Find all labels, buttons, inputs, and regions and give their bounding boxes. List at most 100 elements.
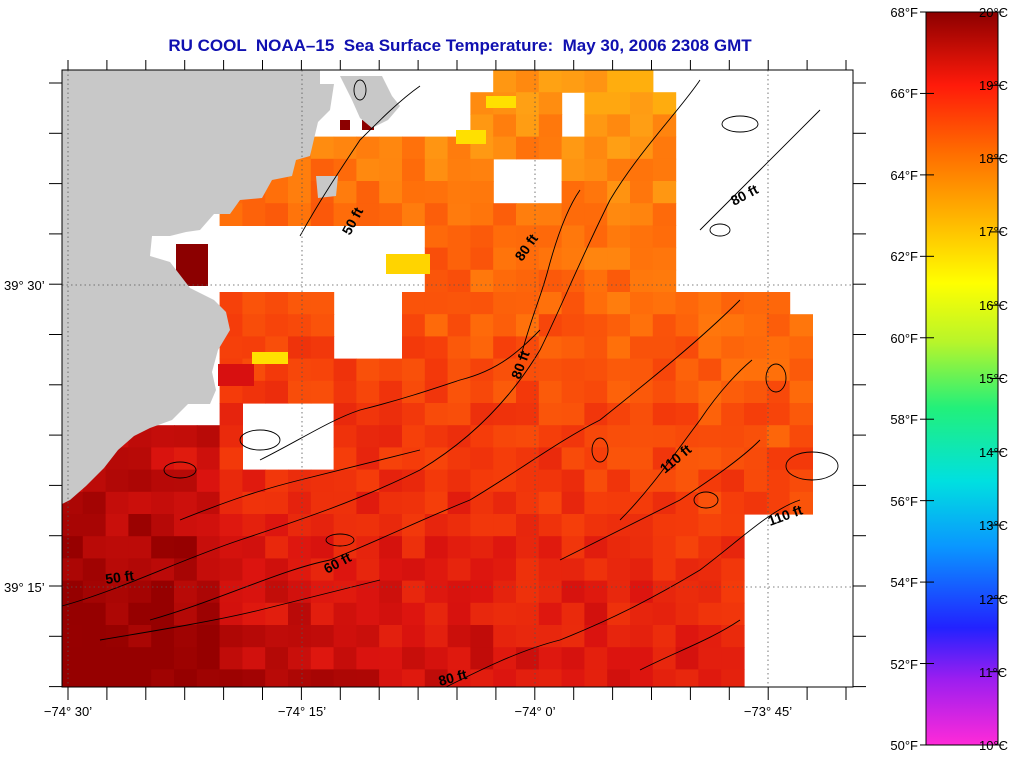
sst-cell [196, 491, 221, 515]
sst-cell [789, 314, 813, 337]
sst-cell [493, 203, 517, 226]
sst-cell [105, 491, 129, 515]
sst-cell [721, 580, 745, 604]
sst-cell [470, 491, 494, 515]
cb-f-label-62: 62°F [890, 249, 918, 264]
sst-cell [356, 491, 380, 515]
cb-c-label-12: 12°C [979, 592, 1008, 607]
sst-cell [82, 580, 107, 604]
sst-cell [584, 314, 608, 337]
cb-f-label-60: 60°F [890, 331, 918, 346]
sst-cell [356, 158, 380, 182]
sst-cell [607, 269, 631, 293]
sst-cell [151, 669, 175, 687]
sst-cell [402, 447, 426, 471]
sst-cell [538, 669, 563, 687]
sst-cell [379, 602, 403, 626]
sst-cell [516, 536, 540, 559]
sst-cell [766, 425, 791, 448]
x-tick-label-2: −74° 15’ [278, 704, 326, 719]
sst-cell [356, 469, 380, 493]
sst-cell [356, 358, 380, 382]
sst-cell [62, 558, 84, 582]
sst-cell [698, 491, 722, 515]
sst-cell [493, 491, 517, 515]
sst-cell [721, 647, 745, 670]
sst-cell [128, 647, 152, 670]
sst-cell [630, 447, 654, 471]
sst-cell [516, 669, 540, 687]
contour-line [699, 109, 821, 231]
sst-cell [447, 514, 471, 537]
sst-cell [174, 558, 198, 582]
sst-cell [151, 580, 175, 604]
sst-cell [516, 580, 540, 604]
sst-cell [82, 625, 107, 648]
sst-cell [789, 447, 813, 471]
sst-cell [424, 247, 449, 271]
sst-cell [516, 70, 540, 93]
sst-cell [174, 580, 198, 604]
sst-cell [607, 625, 631, 648]
sst-cell [424, 447, 449, 471]
sst-cell [493, 114, 517, 138]
sst-cell [516, 380, 540, 404]
sst-cell [584, 514, 608, 537]
sst-cell [607, 491, 631, 515]
sst-cell [652, 92, 677, 115]
sst-cell [470, 292, 494, 315]
sst-cell [538, 536, 563, 559]
sst-cell [242, 314, 266, 337]
sst-cell [310, 158, 335, 182]
sst-cell [721, 403, 745, 426]
sst-cell [470, 336, 494, 360]
sst-cell [447, 647, 471, 670]
sst-cell [675, 314, 699, 337]
sst-cell [265, 669, 289, 687]
cb-c-label-17: 17°C [979, 224, 1008, 239]
sst-cell [402, 536, 426, 559]
colorbar-ticks [920, 11, 1004, 746]
sst-cell [561, 181, 585, 204]
sst-cell [402, 625, 426, 648]
sst-cell [379, 158, 403, 182]
sst-cell [493, 669, 517, 687]
sst-cell [333, 425, 357, 448]
sst-cell [310, 625, 335, 648]
sst-cell [721, 558, 745, 582]
sst-cell [698, 425, 722, 448]
sst-cell [584, 225, 608, 249]
sst-cell [105, 514, 129, 537]
sst-cell [105, 647, 129, 670]
sst-cell [652, 602, 677, 626]
sst-cell [766, 358, 791, 382]
sst-cell [584, 558, 608, 582]
sst-cell [219, 380, 243, 404]
sst-cell [62, 580, 84, 604]
sst-cell [538, 491, 563, 515]
contour-line [259, 329, 541, 461]
contour-line [299, 85, 421, 237]
sst-cell [470, 625, 494, 648]
sst-cell [538, 136, 563, 160]
sst-cell [219, 469, 243, 493]
sst-cell [333, 447, 357, 471]
sst-cell [379, 536, 403, 559]
sst-cell [242, 292, 266, 315]
sst-cell [310, 136, 335, 160]
sst-cell [630, 358, 654, 382]
x-tick-label-4: −73° 45’ [744, 704, 792, 719]
sst-cell [493, 336, 517, 360]
sst-cell [105, 536, 129, 559]
sst-cell [538, 247, 563, 271]
sst-cell [356, 203, 380, 226]
y-tick-label-1: 39° 30’ [4, 278, 45, 293]
sst-cell [744, 403, 768, 426]
sst-cell [128, 625, 152, 648]
sst-cell [607, 114, 631, 138]
sst-cell [356, 181, 380, 204]
sst-cell [151, 514, 175, 537]
sst-cell [698, 380, 722, 404]
sst-cell [470, 580, 494, 604]
sst-cell [288, 292, 312, 315]
